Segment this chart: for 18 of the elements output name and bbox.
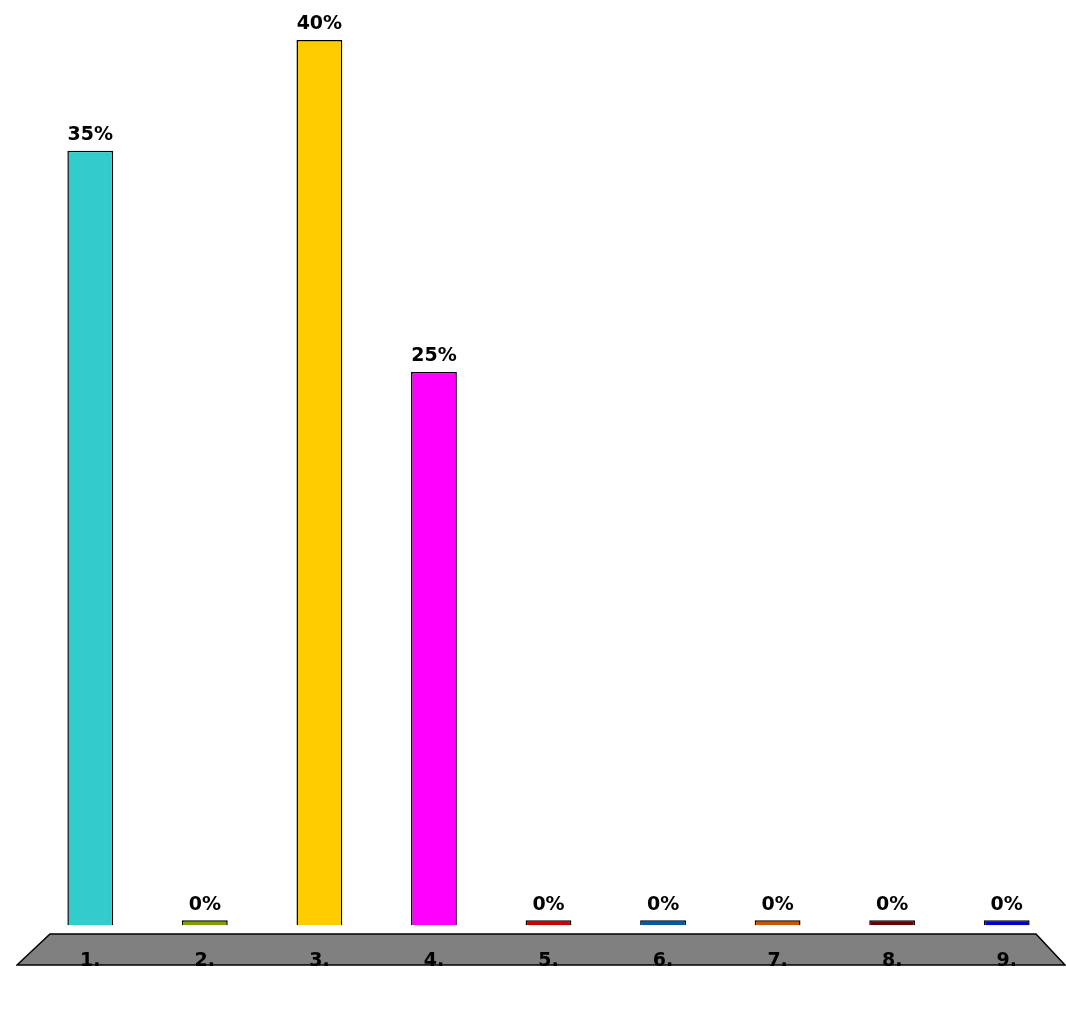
- data-label: 0%: [761, 891, 794, 914]
- x-tick-label: 8.: [881, 947, 903, 970]
- data-label: 40%: [296, 11, 343, 34]
- x-tick-label: 3.: [309, 947, 330, 970]
- data-label: 0%: [990, 891, 1023, 914]
- x-tick-label: 4.: [423, 947, 445, 970]
- x-tick-label: 5.: [538, 947, 559, 970]
- x-tick-label: 1.: [80, 947, 101, 970]
- data-label: 0%: [876, 891, 909, 914]
- data-label: 35%: [67, 122, 114, 145]
- data-label: 0%: [188, 891, 221, 914]
- data-label: 25%: [411, 343, 457, 366]
- data-label: 0%: [532, 891, 565, 914]
- x-tick-label: 7.: [767, 947, 788, 970]
- data-label: 0%: [646, 891, 680, 914]
- x-tick-label: 6.: [652, 947, 674, 970]
- x-tick-label: 2.: [194, 947, 216, 970]
- x-tick-label: 9.: [996, 947, 1017, 970]
